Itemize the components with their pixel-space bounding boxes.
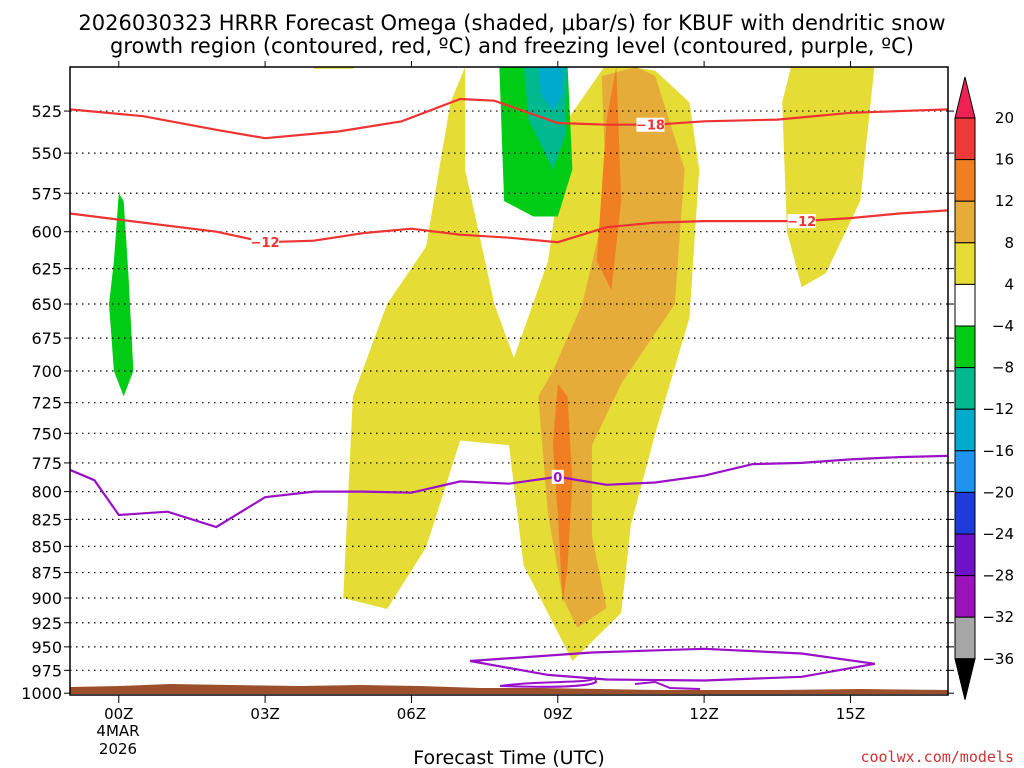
dendritic-contour-label-0: −18 [636, 119, 665, 134]
colorbar: 20 16 12 8 4 −4 −8 −12 −16 −20 −24 −28 −32 −36 [954, 76, 1014, 700]
colorbar-label-2: 12 [995, 192, 1014, 210]
y-tick-label-675: 675 [31, 329, 62, 348]
plot-area: −18 −12 −12 0 [69, 66, 949, 696]
colorbar-label-1: 16 [995, 151, 1014, 169]
dendritic-contour-label-1b-bg [787, 214, 816, 229]
freezing-level-surface-fragment [499, 675, 598, 688]
y-tick-label-775: 775 [31, 454, 62, 473]
y-tick-label-600: 600 [31, 223, 62, 242]
omega-region-1 [782, 67, 875, 288]
colorbar-label-5: −4 [992, 317, 1014, 335]
colorbar-swatch-5 [954, 283, 976, 327]
colorbar-label-7: −12 [982, 400, 1014, 418]
date-label-day: 4MAR [96, 722, 139, 740]
y-tick-label-750: 750 [31, 424, 62, 443]
colorbar-label-11: −28 [982, 567, 1014, 585]
colorbar-label-0: 20 [995, 109, 1014, 127]
omega-region-5 [596, 67, 622, 290]
colorbar-label-13: −36 [982, 650, 1014, 668]
colorbar-swatch-4 [954, 242, 976, 285]
chart-title-line2: growth region (contoured, red, ºC) and f… [110, 34, 914, 58]
colorbar-bottom-arrow [954, 658, 976, 700]
y-tick-label-575: 575 [31, 184, 62, 203]
y-tick-label-800: 800 [31, 483, 62, 502]
colorbar-swatch-8 [954, 408, 976, 452]
y-tick-label-900: 900 [31, 589, 62, 608]
colorbar-swatch-13 [954, 616, 976, 660]
colorbar-swatch-10 [954, 491, 976, 535]
dendritic-contour-label-1: −12 [251, 236, 280, 251]
freezing-level-surface-loop [469, 647, 875, 682]
freezing-level-surface-fragment-2 [634, 680, 701, 690]
contour-lines: −18 −12 −12 0 [70, 97, 948, 690]
y-tick-label-925: 925 [31, 614, 62, 633]
x-tick-label-12Z: 12Z [689, 705, 718, 723]
y-tick-label-550: 550 [31, 144, 62, 163]
colorbar-label-8: −16 [982, 442, 1014, 460]
terrain-strip [70, 684, 948, 694]
colorbar-swatch-12 [954, 575, 976, 618]
date-label-year: 2026 [99, 740, 137, 758]
x-axis: 00Z 03Z 06Z 09Z 12Z 15Z [104, 61, 865, 723]
y-tick-label-650: 650 [31, 295, 62, 314]
gridlines [70, 110, 948, 694]
chart-title-line1: 2026030323 HRRR Forecast Omega (shaded, … [78, 11, 945, 35]
omega-region-3 [538, 67, 685, 628]
y-tick-label-1000: 1000 [21, 684, 62, 703]
y-tick-label-950: 950 [31, 638, 62, 657]
y-tick-label-825: 825 [31, 510, 62, 529]
plot-frame [69, 66, 949, 696]
omega-region-9 [538, 67, 563, 112]
colorbar-top-arrow [954, 76, 976, 119]
colorbar-swatch-1 [954, 117, 976, 161]
colorbar-label-12: −32 [982, 608, 1014, 626]
colorbar-label-9: −20 [982, 483, 1014, 501]
freezing-level-line [70, 454, 948, 529]
colorbar-swatch-11 [954, 533, 976, 577]
y-tick-label-850: 850 [31, 537, 62, 556]
omega-shading [109, 67, 875, 661]
y-tick-label-525: 525 [31, 102, 62, 121]
x-tick-label-00Z: 00Z [104, 705, 133, 723]
dendritic-contour-label-0-bg [636, 117, 665, 132]
x-axis-title: Forecast Time (UTC) [413, 747, 604, 768]
freezing-level-label: 0 [553, 471, 562, 486]
x-tick-label-15Z: 15Z [836, 705, 865, 723]
omega-region-4 [552, 383, 573, 603]
colorbar-label-6: −8 [992, 359, 1014, 377]
y-tick-label-975: 975 [31, 661, 62, 680]
x-tick-label-06Z: 06Z [397, 705, 426, 723]
omega-region-2 [313, 67, 355, 69]
y-tick-label-625: 625 [31, 260, 62, 279]
y-tick-label-875: 875 [31, 564, 62, 583]
terrain-fill [70, 684, 948, 694]
y-tick-label-725: 725 [31, 394, 62, 413]
colorbar-label-3: 8 [1004, 234, 1014, 252]
colorbar-swatch-7 [954, 367, 976, 410]
dendritic-contour-0 [70, 97, 948, 140]
omega-region-6 [109, 193, 134, 397]
y-tick-label-700: 700 [31, 362, 62, 381]
colorbar-label-4: 4 [1004, 275, 1014, 293]
dendritic-contour-label-1b: −12 [787, 215, 816, 230]
x-tick-label-03Z: 03Z [250, 705, 279, 723]
y-axis: 525 550 575 600 625 650 675 700 725 750 775 800 825 8… [21, 102, 954, 703]
colorbar-swatch-3 [954, 200, 976, 244]
colorbar-label-10: −24 [982, 525, 1014, 543]
credit-text: coolwx.com/models [860, 748, 1014, 766]
colorbar-swatch-2 [954, 159, 976, 202]
dendritic-contour-label-1-bg [251, 235, 280, 250]
freezing-level-label-bg [551, 469, 564, 484]
colorbar-swatch-9 [954, 450, 976, 493]
colorbar-swatch-6 [954, 325, 976, 369]
x-tick-label-09Z: 09Z [543, 705, 572, 723]
